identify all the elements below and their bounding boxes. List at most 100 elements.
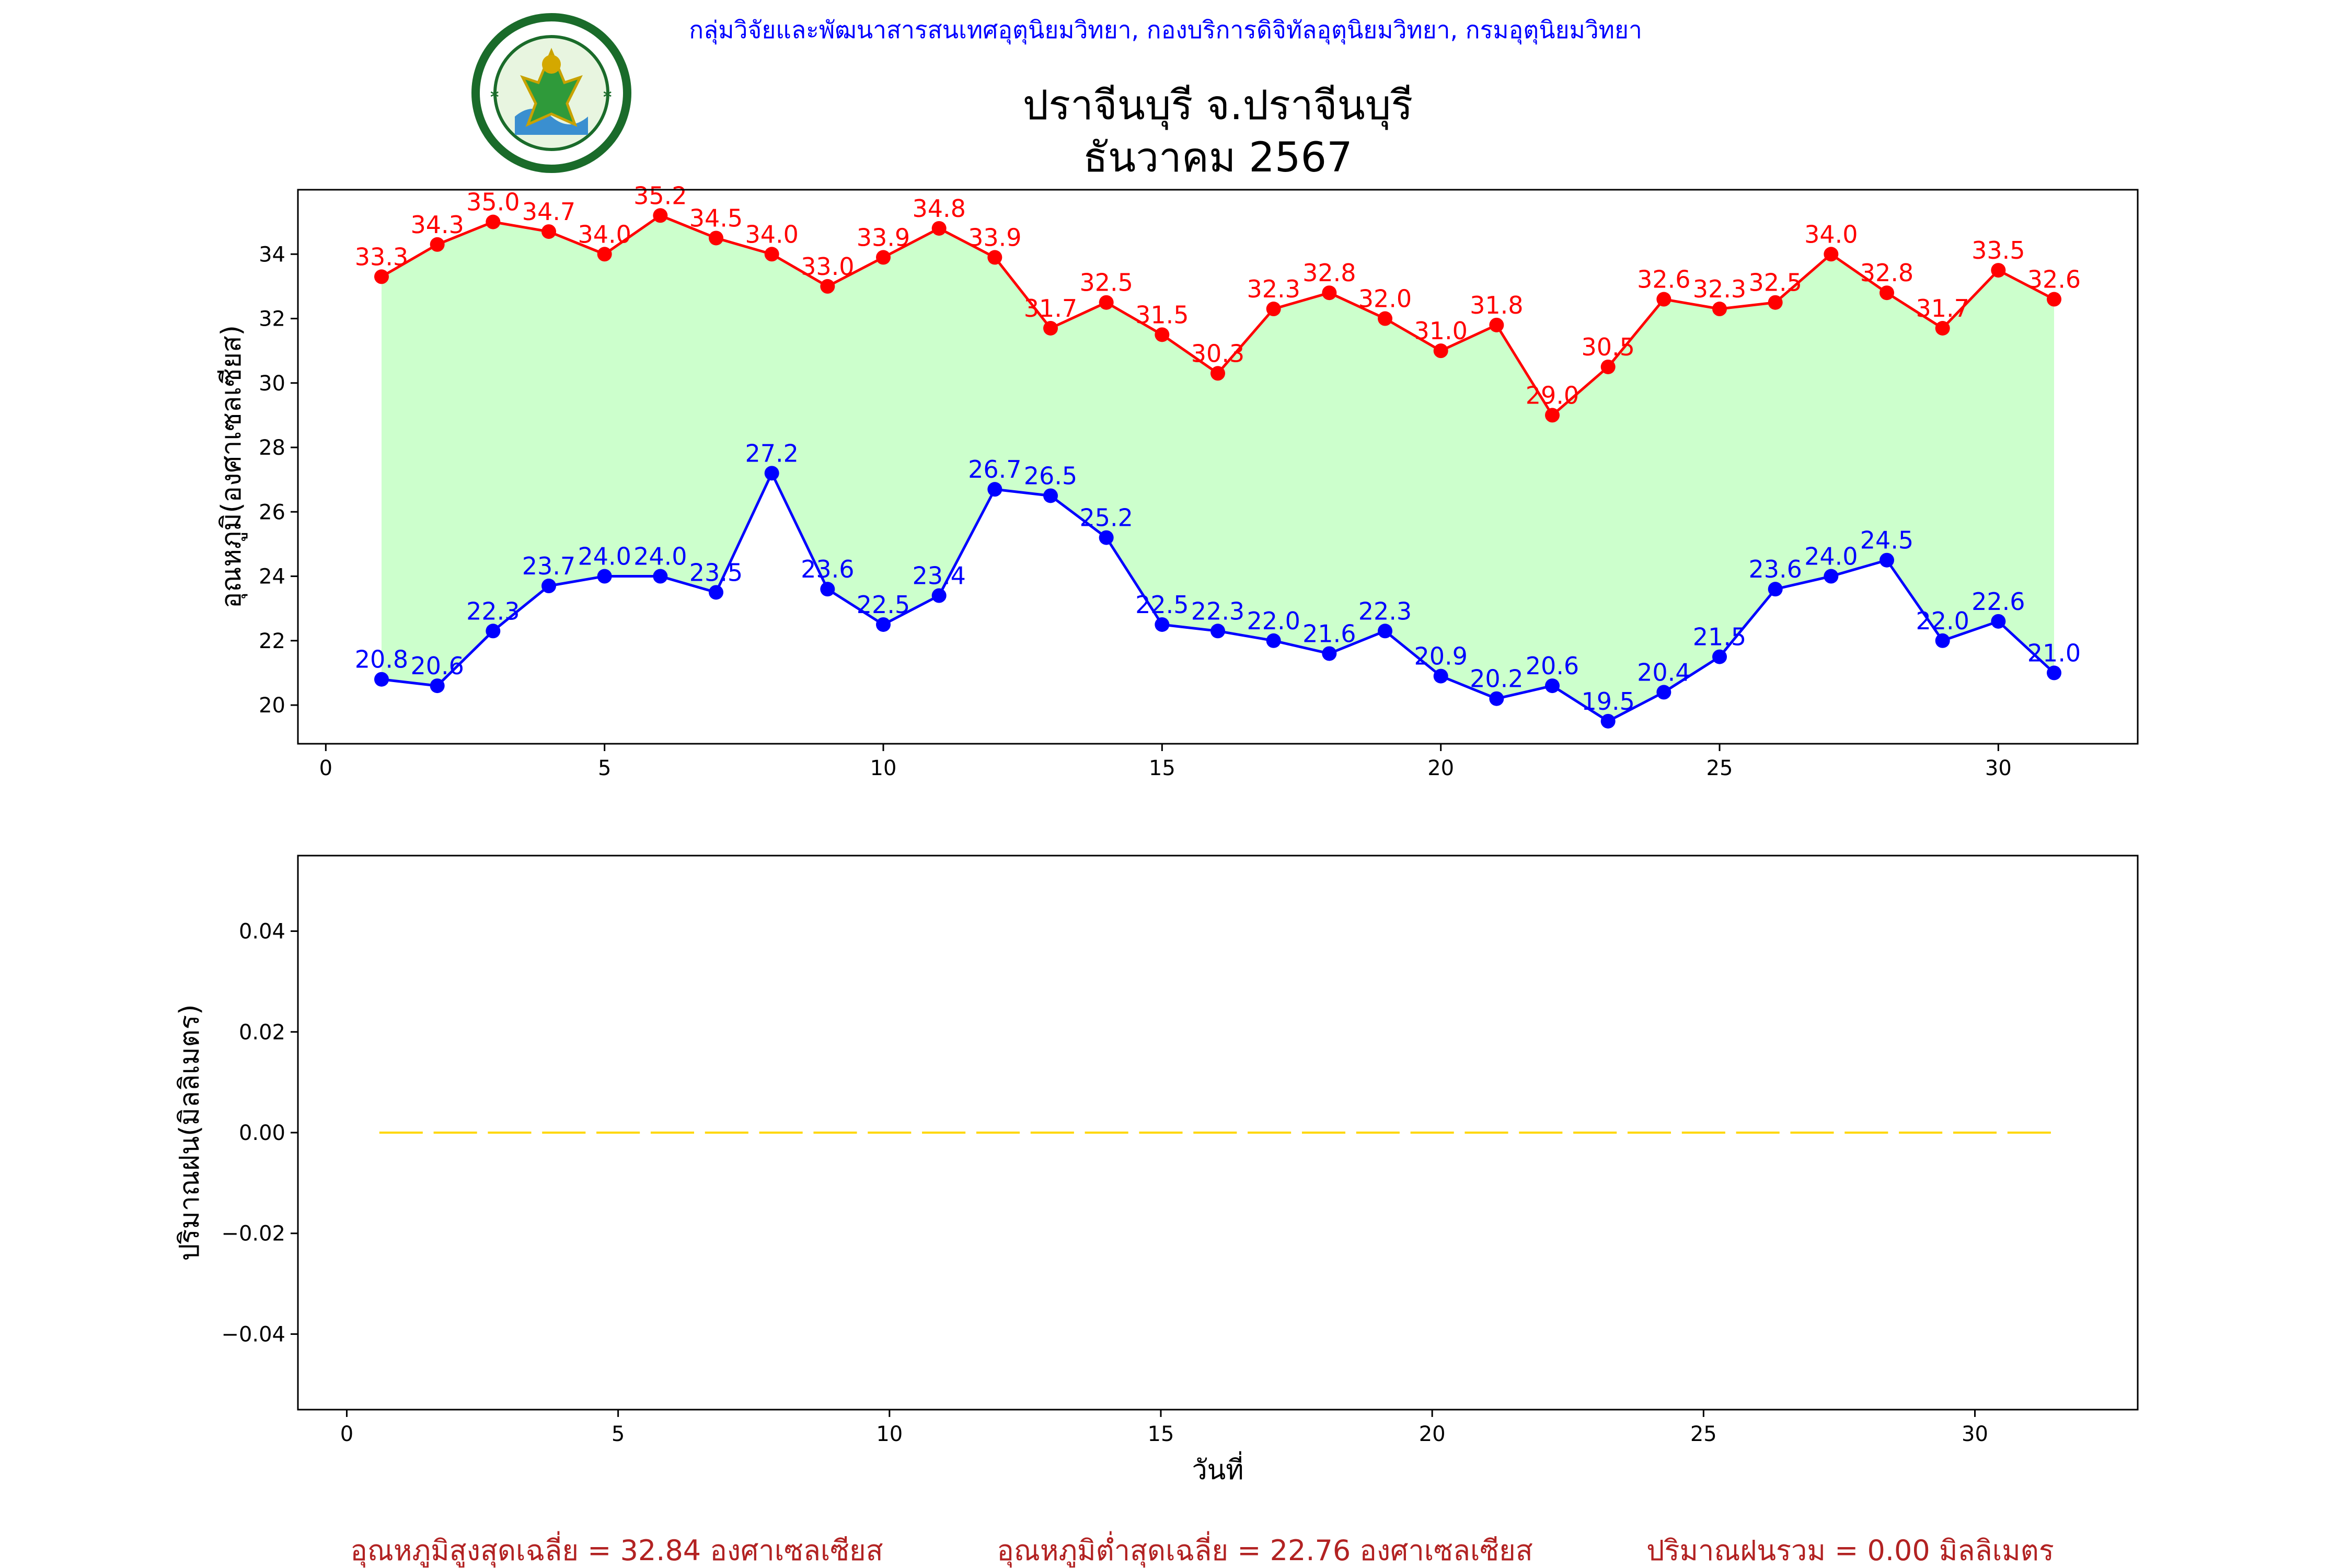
max-temperature-data-label: 34.0: [1804, 220, 1858, 248]
min-temperature-point: [876, 617, 891, 632]
min-temperature-point: [1656, 685, 1671, 700]
max-temperature-point: [1155, 327, 1170, 342]
min-temperature-point: [1433, 668, 1448, 684]
min-temperature-point: [1210, 624, 1225, 639]
min-temperature-data-label: 20.6: [410, 652, 464, 680]
rainfall-y-tick-label: 0.04: [239, 920, 285, 944]
rainfall-x-tick-label: 0: [340, 1422, 353, 1446]
max-temperature-data-label: 31.7: [1024, 294, 1077, 322]
max-temperature-point: [541, 224, 556, 239]
rainfall-bar: [1627, 1132, 1671, 1134]
min-temperature-data-label: 26.5: [1024, 462, 1077, 490]
min-temperature-point: [2047, 665, 2061, 681]
min-temperature-point: [541, 579, 556, 594]
temperature-plot-frame: [297, 189, 2139, 745]
max-temperature-point: [1489, 317, 1504, 332]
max-temperature-point: [1656, 292, 1671, 307]
rainfall-bar: [976, 1132, 1020, 1134]
min-temperature-point: [653, 569, 668, 584]
max-temperature-point: [709, 230, 723, 246]
rainfall-bar: [1248, 1132, 1292, 1134]
rainfall-y-axis-label: ปริมาณฝน(มิลลิเมตร): [174, 1004, 205, 1261]
temperature-y-tick-label: 22: [259, 629, 285, 653]
max-temperature-data-label: 31.8: [1470, 291, 1523, 319]
min-temperature-point: [1099, 530, 1114, 545]
min-temperature-point: [1322, 646, 1337, 661]
min-temperature-data-label: 22.5: [857, 591, 910, 619]
rainfall-bar: [1030, 1132, 1074, 1134]
max-temperature-point: [1600, 359, 1616, 374]
rainfall-bar: [488, 1132, 532, 1134]
max-temperature-data-label: 31.7: [1916, 294, 1969, 322]
min-temperature-data-label: 22.6: [1971, 587, 2025, 616]
max-temperature-point: [374, 269, 389, 284]
rainfall-plot: 0 5 10 15 20 25 30 −0.04 −0.02 0.00 0.02 0.04 ปริม…: [174, 855, 2139, 1486]
temperature-x-tick-label: 0: [319, 756, 332, 780]
temperature-y-tick-label: 30: [259, 372, 285, 396]
max-temperature-point: [1266, 302, 1281, 317]
rainfall-x-tick-label: 20: [1419, 1422, 1446, 1446]
max-temperature-data-label: 32.5: [1079, 269, 1133, 297]
temperature-y-tick-label: 32: [259, 307, 285, 331]
logo: ✲ ✲: [471, 13, 631, 173]
max-temperature-point: [1545, 408, 1560, 423]
min-temperature-data-label: 22.5: [1135, 591, 1189, 619]
max-temperature-point: [987, 250, 1002, 265]
min-temperature-data-label: 27.2: [745, 439, 798, 467]
min-temperature-point: [931, 588, 947, 603]
temperature-x-tick-label: 5: [598, 756, 611, 780]
max-temperature-point: [1099, 295, 1114, 310]
max-temperature-data-label: 32.6: [2027, 266, 2081, 294]
rainfall-bar: [1410, 1132, 1454, 1134]
min-temperature-data-label: 24.0: [1804, 543, 1858, 571]
min-temperature-data-label: 22.3: [466, 597, 520, 625]
rainfall-bar: [1573, 1132, 1617, 1134]
logo-star-right: ✲: [603, 88, 612, 101]
temperature-y-tick-label: 20: [259, 694, 285, 718]
max-temperature-data-label: 33.0: [801, 252, 854, 281]
temperature-y-tick-label: 28: [259, 436, 285, 460]
min-temperature-point: [820, 582, 835, 597]
max-temperature-data-label: 32.3: [1247, 275, 1300, 303]
max-temperature-point: [1322, 285, 1337, 301]
temperature-y-tick-label: 34: [259, 243, 285, 267]
max-temperature-data-label: 30.5: [1581, 333, 1634, 361]
max-temperature-point: [931, 221, 947, 236]
max-temperature-data-label: 31.0: [1414, 317, 1467, 345]
max-temperature-data-label: 35.0: [466, 188, 520, 216]
temperature-y-axis-label: อุณหภูมิ(องศาเซลเซียส): [216, 325, 248, 608]
rainfall-x-tick-label: 15: [1148, 1422, 1174, 1446]
rainfall-bar: [1139, 1132, 1183, 1134]
min-temperature-point: [1991, 614, 2006, 629]
logo-crown: [542, 55, 561, 74]
max-temperature-point: [820, 279, 835, 294]
max-temperature-data-label: 32.5: [1748, 269, 1802, 297]
max-temperature-data-label: 32.6: [1637, 266, 1690, 294]
max-temperature-point: [876, 250, 891, 265]
max-temperature-data-label: 34.8: [912, 194, 965, 223]
min-temperature-point: [1712, 649, 1727, 664]
min-temperature-point: [1935, 633, 1950, 648]
min-temperature-data-label: 25.2: [1079, 504, 1133, 532]
max-temperature-point: [1712, 302, 1727, 317]
min-temperature-point: [1824, 569, 1839, 584]
max-temperature-point: [1433, 343, 1448, 359]
min-temperature-data-label: 24.0: [578, 543, 631, 571]
rainfall-bar: [1681, 1132, 1725, 1134]
rainfall-plot-frame: [297, 855, 2139, 1411]
temperature-x-tick-label: 30: [1985, 756, 2012, 780]
min-temperature-point: [1266, 633, 1281, 648]
rainfall-bar: [1790, 1132, 1834, 1134]
max-temperature-data-label: 34.5: [689, 204, 743, 232]
max-temperature-data-label: 29.0: [1526, 381, 1579, 409]
min-temperature-point: [597, 569, 612, 584]
rainfall-y-tick-label: −0.02: [221, 1222, 285, 1246]
max-temperature-point: [1991, 263, 2006, 278]
min-temperature-point: [1880, 552, 1894, 568]
rainfall-bar: [2007, 1132, 2051, 1134]
max-temperature-point: [1768, 295, 1783, 310]
max-temperature-data-label: 33.9: [857, 223, 910, 251]
min-temperature-data-label: 20.9: [1414, 642, 1467, 671]
